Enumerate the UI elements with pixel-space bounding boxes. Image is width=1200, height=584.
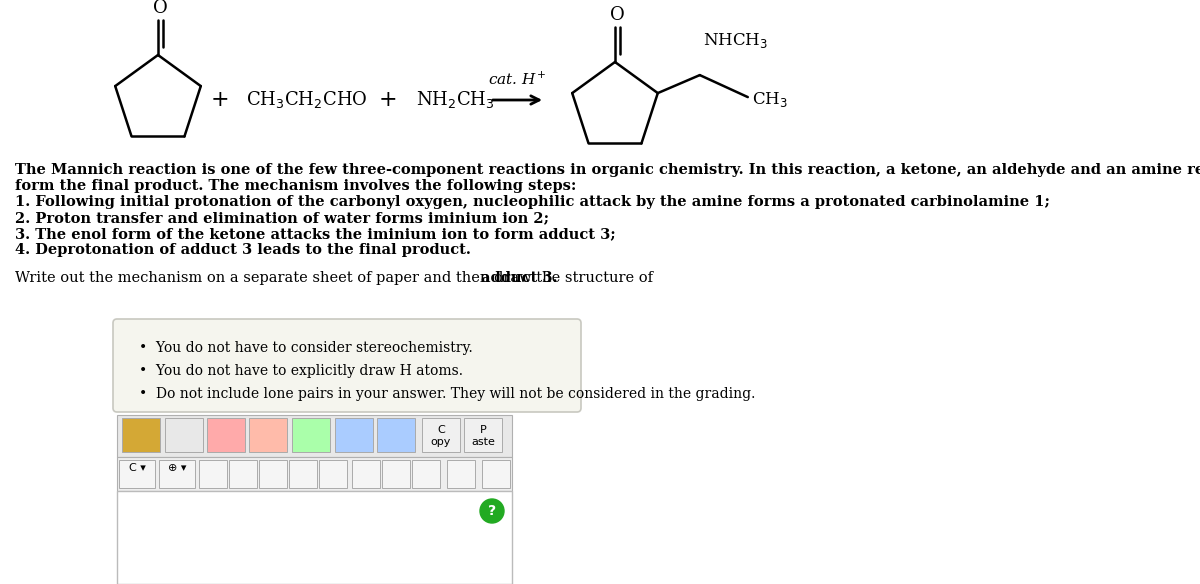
Text: ⊕ ▾: ⊕ ▾ xyxy=(168,463,186,473)
Bar xyxy=(422,418,460,452)
Bar xyxy=(250,418,287,452)
Text: adduct 3.: adduct 3. xyxy=(481,271,558,285)
Bar xyxy=(122,418,160,452)
Text: 2. Proton transfer and elimination of water forms iminium ion 2;: 2. Proton transfer and elimination of wa… xyxy=(14,211,550,225)
Text: C
opy: C opy xyxy=(431,425,451,447)
Bar xyxy=(319,460,347,488)
Bar xyxy=(199,460,227,488)
Bar xyxy=(482,460,510,488)
Bar xyxy=(352,460,380,488)
Text: 3. The enol form of the ketone attacks the iminium ion to form adduct 3;: 3. The enol form of the ketone attacks t… xyxy=(14,227,616,241)
Text: form the final product. The mechanism involves the following steps:: form the final product. The mechanism in… xyxy=(14,179,576,193)
Text: C ▾: C ▾ xyxy=(128,463,145,473)
FancyBboxPatch shape xyxy=(113,319,581,412)
Text: •  Do not include lone pairs in your answer. They will not be considered in the : • Do not include lone pairs in your answ… xyxy=(139,387,755,401)
Bar xyxy=(118,415,512,457)
Text: +: + xyxy=(379,89,397,111)
Bar xyxy=(208,418,245,452)
Text: NH$_2$CH$_3$: NH$_2$CH$_3$ xyxy=(415,89,494,110)
Bar xyxy=(464,418,502,452)
Text: Write out the mechanism on a separate sheet of paper and then draw the structure: Write out the mechanism on a separate sh… xyxy=(14,271,658,285)
Text: P
aste: P aste xyxy=(472,425,494,447)
Bar xyxy=(118,491,512,584)
Text: O: O xyxy=(152,0,167,17)
Text: •  You do not have to explicitly draw H atoms.: • You do not have to explicitly draw H a… xyxy=(139,364,463,378)
Bar xyxy=(289,460,317,488)
Text: •  You do not have to consider stereochemistry.: • You do not have to consider stereochem… xyxy=(139,341,473,355)
Text: 1. Following initial protonation of the carbonyl oxygen, nucleophilic attack by : 1. Following initial protonation of the … xyxy=(14,195,1050,209)
Bar xyxy=(292,418,330,452)
Bar xyxy=(377,418,415,452)
Bar xyxy=(335,418,373,452)
Bar xyxy=(166,418,203,452)
Text: CH$_3$CH$_2$CHO: CH$_3$CH$_2$CHO xyxy=(246,89,367,110)
Text: cat. H$^+$: cat. H$^+$ xyxy=(487,71,546,88)
Text: +: + xyxy=(211,89,229,111)
Text: 4. Deprotonation of adduct 3 leads to the final product.: 4. Deprotonation of adduct 3 leads to th… xyxy=(14,243,470,257)
Bar xyxy=(412,460,440,488)
Bar xyxy=(446,460,475,488)
Bar xyxy=(118,457,512,491)
Bar xyxy=(158,460,194,488)
Bar xyxy=(382,460,410,488)
Text: ?: ? xyxy=(488,504,496,518)
Bar xyxy=(119,460,155,488)
Bar xyxy=(259,460,287,488)
Text: CH$_3$: CH$_3$ xyxy=(751,89,787,109)
Text: NHCH$_3$: NHCH$_3$ xyxy=(703,31,768,50)
Text: The Mannich reaction is one of the few three-component reactions in organic chem: The Mannich reaction is one of the few t… xyxy=(14,163,1200,177)
Circle shape xyxy=(480,499,504,523)
Bar xyxy=(229,460,257,488)
Text: O: O xyxy=(610,6,624,24)
